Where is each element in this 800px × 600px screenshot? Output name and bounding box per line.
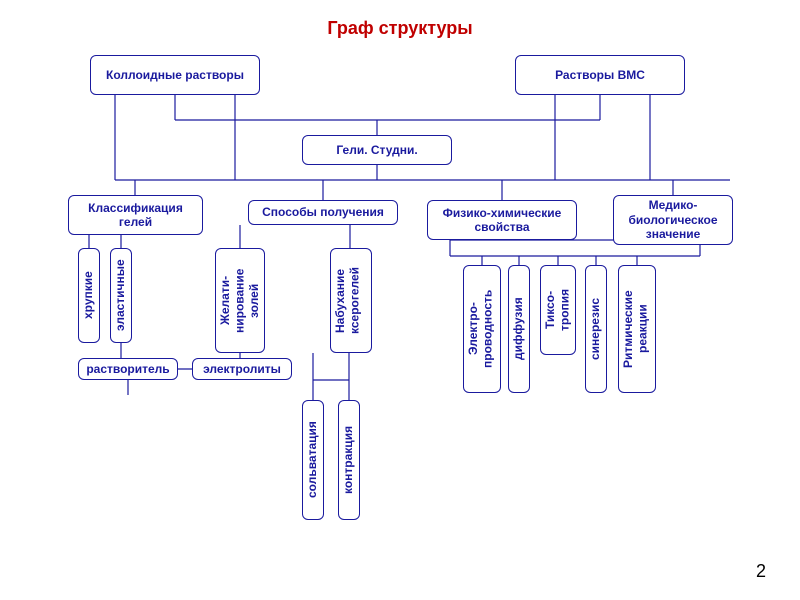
node-elastic: эластичные [110, 248, 132, 343]
node-methods: Способы получения [248, 200, 398, 225]
node-rhythm: Ритмические реакции [618, 265, 656, 393]
page-number: 2 [756, 561, 766, 582]
node-electro: Электро- проводность [463, 265, 501, 393]
node-syner: синерезис [585, 265, 607, 393]
node-brittle: хрупкие [78, 248, 100, 343]
node-electrolytes: электролиты [192, 358, 292, 380]
node-phys: Физико-химические свойства [427, 200, 577, 240]
node-gelatin: Желати- нирование золей [215, 248, 265, 353]
node-diff: диффузия [508, 265, 530, 393]
node-solvation: сольватация [302, 400, 324, 520]
node-swell: Набухание ксерогелей [330, 248, 372, 353]
node-vms: Растворы ВМС [515, 55, 685, 95]
node-colloid: Коллоидные растворы [90, 55, 260, 95]
node-class: Классификация гелей [68, 195, 203, 235]
node-gels: Гели. Студни. [302, 135, 452, 165]
node-thixo: Тиксо- тропия [540, 265, 576, 355]
node-med: Медико- биологическое значение [613, 195, 733, 245]
diagram-title: Граф структуры [0, 18, 800, 39]
node-solvent: растворитель [78, 358, 178, 380]
node-contraction: контракция [338, 400, 360, 520]
